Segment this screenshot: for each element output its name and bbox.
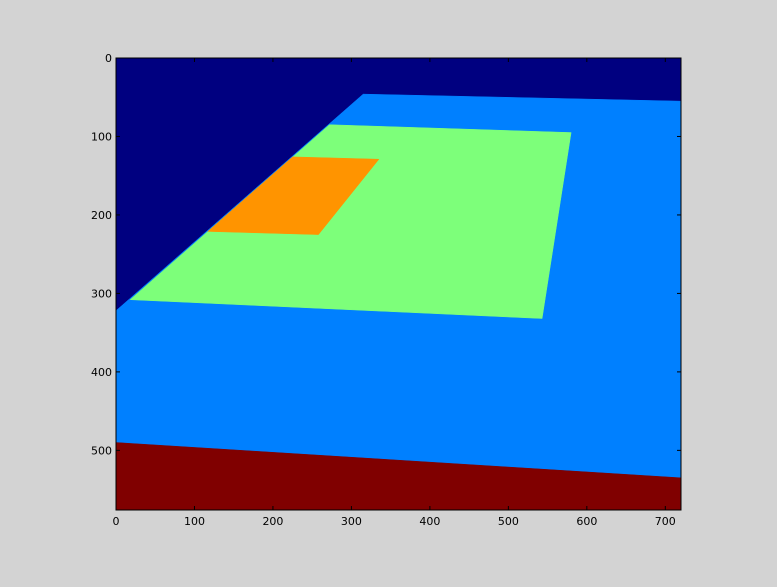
region-orange [207,156,380,235]
x-tick-label: 400 [419,515,440,528]
x-tick-label: 700 [655,515,676,528]
plot-frame [115,57,682,511]
y-tick-label: 500 [91,444,112,457]
y-tick-label: 400 [91,366,112,379]
y-tick-label: 100 [91,130,112,143]
y-tick-label: 300 [91,287,112,300]
region-dark-red [116,442,681,510]
x-tick-label: 500 [498,515,519,528]
x-tick-label: 0 [113,515,120,528]
x-tick-label: 300 [341,515,362,528]
y-tick-label: 0 [105,52,112,65]
plot-area [116,58,681,510]
x-tick-label: 600 [576,515,597,528]
region-green [129,124,572,319]
x-tick-label: 100 [184,515,205,528]
axes: 0 100 200 300 400 500 600 700 0 100 200 300 400 500 [91,52,682,528]
x-tick-label: 200 [262,515,283,528]
y-tick-label: 200 [91,209,112,222]
